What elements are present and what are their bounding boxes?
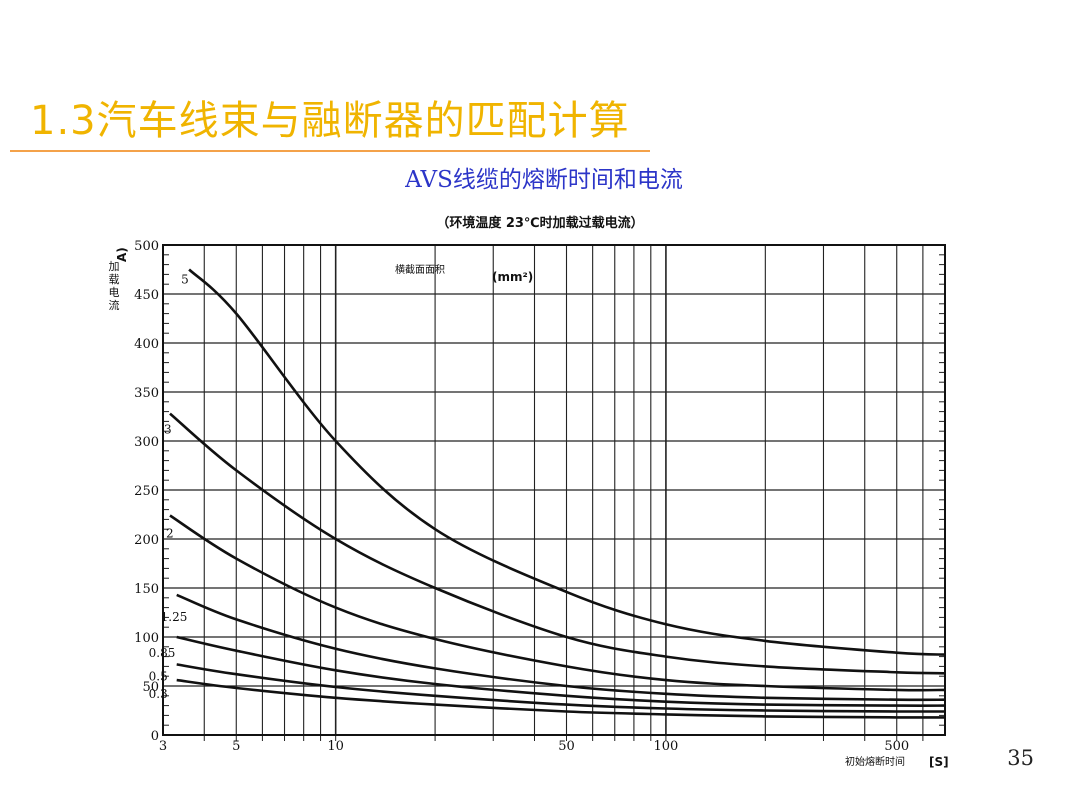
series-label: 0.5 [149, 669, 168, 683]
plot-frame [162, 244, 946, 736]
series-line-3 [169, 412, 946, 675]
x-tick-label: 3 [159, 739, 167, 754]
x-axis-label: 初始熔断时间 [845, 755, 905, 768]
slide-title: 1.3汽车线束与融断器的匹配计算 [30, 98, 630, 144]
x-axis-unit: [S] [929, 755, 949, 769]
y-tick-label: 100 [134, 631, 159, 646]
series-line-1_25 [176, 593, 946, 702]
series-label: 1.25 [161, 610, 188, 624]
y-tick-label: 400 [134, 337, 159, 352]
chart-title: AVS线缆的熔断时间和电流 [405, 167, 683, 193]
y-tick-label: 350 [134, 386, 159, 401]
series-label: 5 [181, 273, 189, 287]
series-line-0_5 [176, 663, 946, 713]
series-label: 3 [164, 423, 172, 437]
y-tick-label: 250 [134, 484, 159, 499]
x-tick-label: 5 [232, 739, 240, 754]
y-axis-label-char: 加 [109, 260, 120, 273]
page-number: 35 [1007, 746, 1034, 770]
x-tick-label: 50 [558, 739, 575, 754]
y-tick-label: 450 [134, 288, 159, 303]
series-label: 0.3 [149, 687, 168, 701]
y-axis-label-char: 流 [109, 298, 120, 312]
chart-subtitle: （环境温度 23℃时加载过载电流） [436, 215, 643, 231]
series-line-0_85 [176, 635, 946, 707]
series-line-0_3 [176, 678, 946, 719]
y-tick-label: 200 [134, 533, 159, 548]
y-axis-label-char: 载 [109, 273, 120, 286]
y-tick-label: 50 [142, 680, 159, 695]
y-axis-label-char: 电 [109, 286, 120, 299]
y-tick-label: 300 [134, 435, 159, 450]
y-tick-label: 500 [134, 239, 159, 254]
x-tick-label: 500 [884, 739, 909, 754]
label-layer: 0 50 100 150 200 250 300 350 400 450 500 3 5 10 50 100 5… [109, 215, 949, 769]
y-tick-label: 150 [134, 582, 159, 597]
series-line-5 [188, 268, 946, 656]
series-label: 2 [166, 526, 174, 540]
y-axis-unit: A) [115, 247, 129, 262]
series-line-2 [169, 514, 946, 692]
x-tick-label: 100 [654, 739, 679, 754]
x-tick-label: 10 [327, 739, 344, 754]
y-tick-label: 0 [151, 729, 159, 744]
legend-title: 横截面面积 [395, 263, 445, 276]
series-layer [169, 268, 946, 719]
title-divider [10, 150, 650, 152]
legend-unit: (mm²) [492, 270, 533, 284]
series-label: 0.85 [149, 646, 176, 660]
grid-layer [163, 244, 945, 736]
axis-layer [162, 244, 946, 741]
